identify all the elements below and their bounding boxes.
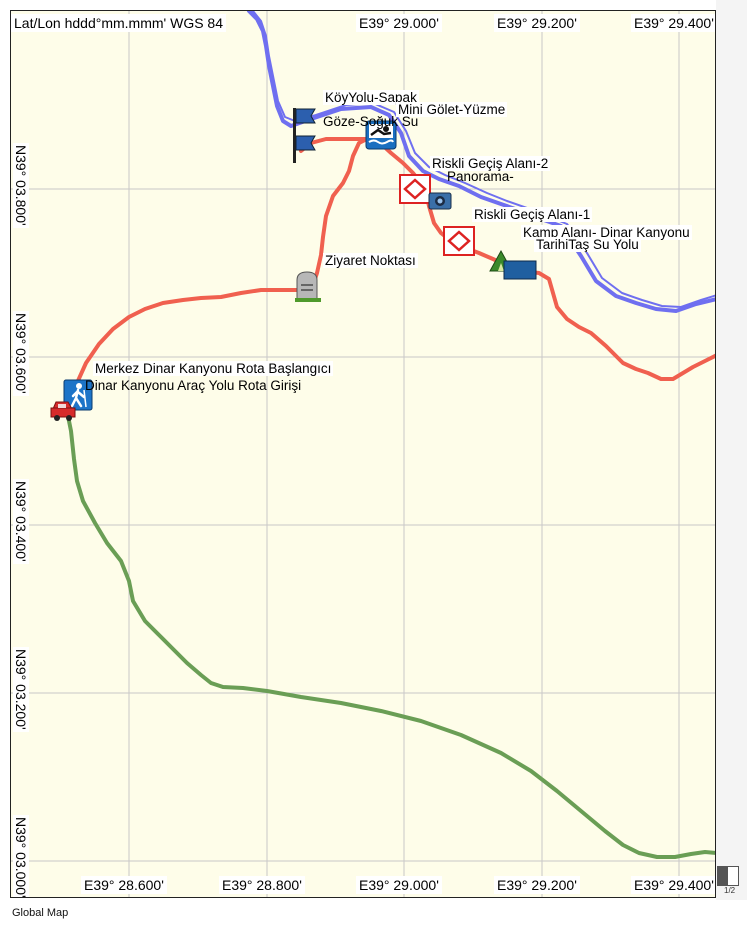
lat-label: N39° 03.800'	[13, 143, 29, 228]
gravestone-icon[interactable]	[295, 271, 321, 302]
poi-label[interactable]: Göze-Soğuk Su	[323, 114, 419, 129]
page-indicator: 1/2	[724, 886, 736, 895]
poi-label[interactable]: TarihiTaş Su Yolu	[534, 237, 641, 252]
poi-label[interactable]: Riskli Geçiş Alanı-1	[472, 207, 593, 222]
lat-label: N39° 03.600'	[13, 311, 29, 396]
footer-caption: Global Map	[12, 907, 69, 919]
datum-label: Lat/Lon hddd°mm.mmm' WGS 84	[11, 14, 227, 32]
bottom-lon-label: E39° 29.400'	[631, 876, 715, 894]
green-route	[65, 409, 715, 859]
grid-lines	[11, 11, 715, 897]
red-car-icon[interactable]	[50, 401, 76, 421]
camera-icon[interactable]	[428, 192, 452, 210]
poi-label[interactable]: Mini Gölet-Yüzme	[396, 102, 508, 117]
poi-label[interactable]: Ziyaret Noktası	[323, 253, 418, 268]
poi-label[interactable]: Dinar Kanyonu Araç Yolu Rota Girişi	[85, 378, 302, 393]
swimming-icon[interactable]	[365, 120, 397, 150]
green-route-line	[65, 409, 715, 859]
red-diamond-icon[interactable]	[443, 226, 475, 256]
lat-label: N39° 03.200'	[13, 647, 29, 732]
poi-label[interactable]: Riskli Geçiş Alanı-2	[430, 156, 551, 171]
poi-label[interactable]: Panorama-	[447, 169, 514, 184]
top-lon-label: E39° 29.400'	[631, 14, 715, 32]
river-line	[247, 11, 715, 313]
bottom-lon-label: E39° 29.200'	[494, 876, 580, 894]
bottom-lon-label: E39° 29.000'	[356, 876, 442, 894]
blue-rectangle-icon[interactable]	[503, 260, 537, 280]
map-canvas[interactable]	[11, 11, 716, 898]
lat-label: N39° 03.000'	[13, 815, 29, 898]
top-lon-label: E39° 29.000'	[356, 14, 442, 32]
vertical-scrollbar[interactable]	[716, 0, 747, 900]
top-lon-label: E39° 29.200'	[494, 14, 580, 32]
map-frame[interactable]: Lat/Lon hddd°mm.mmm' WGS 84 E39° 29.000'…	[10, 10, 716, 898]
poi-label[interactable]: Kamp Alanı- Dinar Kanyonu	[521, 225, 692, 240]
blue-flag-icon[interactable]	[293, 108, 316, 136]
blue-flag-icon[interactable]	[293, 135, 316, 163]
red-route-line	[69, 136, 715, 398]
hiker-icon[interactable]	[63, 379, 93, 411]
poi-label[interactable]: Merkez Dinar Kanyonu Rota Başlangıcı	[93, 361, 334, 376]
red-diamond-icon[interactable]	[399, 174, 431, 204]
bottom-lon-label: E39° 28.800'	[219, 876, 305, 894]
river	[247, 11, 715, 313]
lat-label: N39° 03.400'	[13, 479, 29, 564]
poi-label[interactable]: KöyYolu-Sapak	[323, 90, 419, 105]
page-thumb-icon[interactable]	[717, 866, 739, 886]
river-line-2	[252, 11, 715, 308]
bottom-lon-label: E39° 28.600'	[81, 876, 167, 894]
